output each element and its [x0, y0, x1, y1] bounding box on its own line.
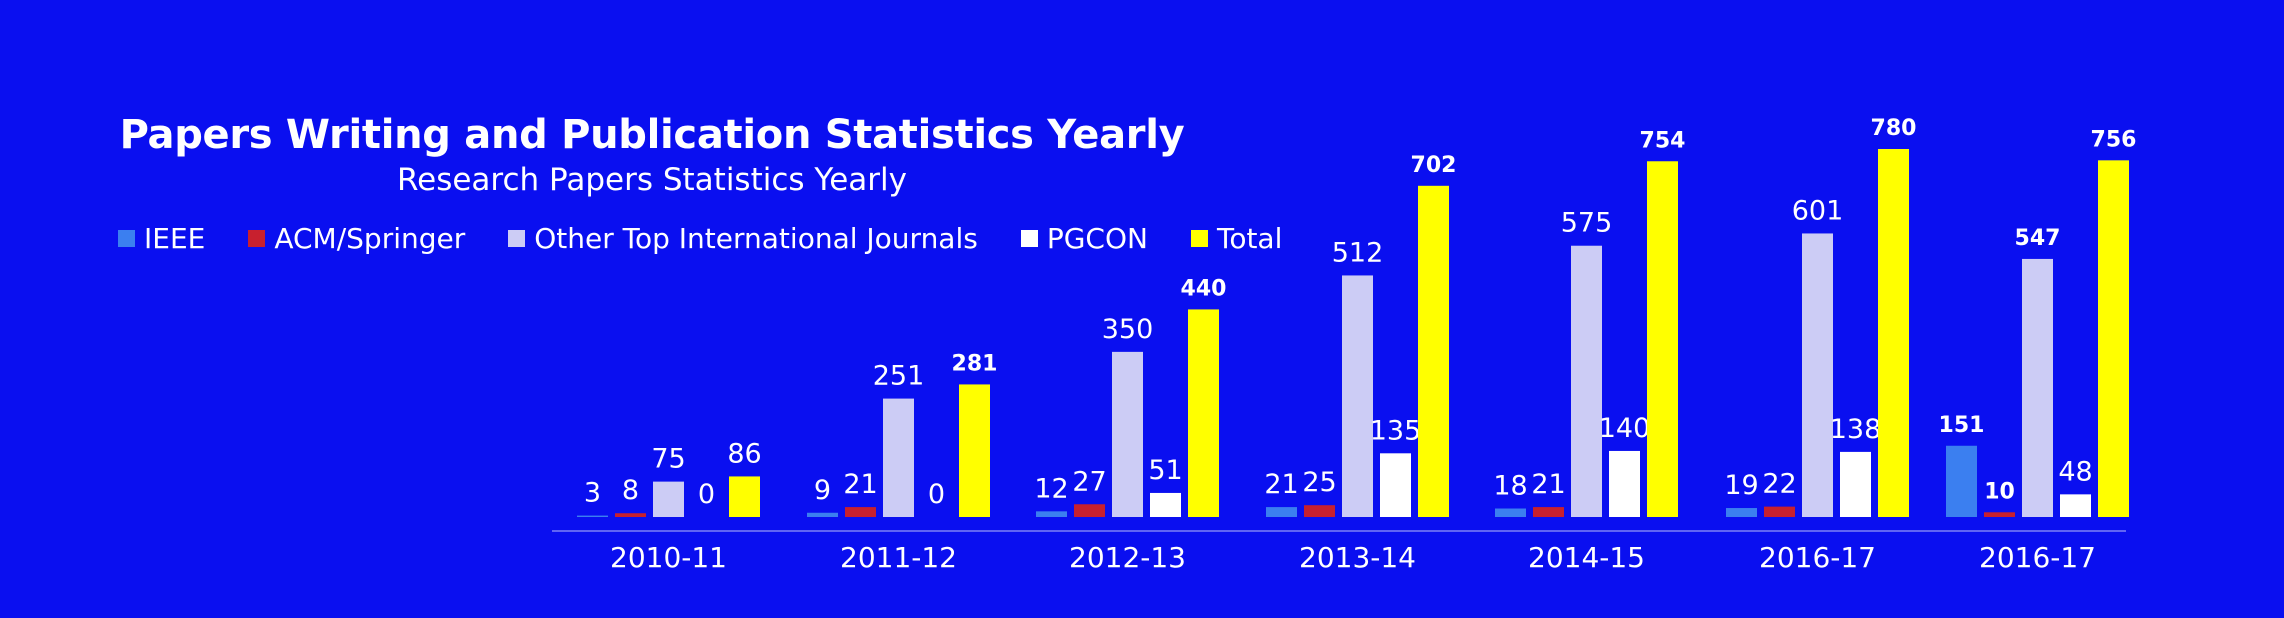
data-label-acm-springer-3: 27 [1072, 466, 1106, 497]
data-label-other-top-international-journals-2: 251 [873, 361, 925, 392]
bar-acm-springer-6 [1764, 506, 1795, 517]
legend-item-other-journals: Other Top International Journals [508, 222, 978, 255]
bar-total-7 [2098, 160, 2129, 518]
data-label-pgcon-7: 48 [2058, 456, 2092, 487]
legend-item-ieee: IEEE [118, 222, 205, 255]
data-label-pgcon-1: 0 [698, 479, 715, 510]
chart-legend: IEEE ACM/Springer Other Top Internationa… [118, 220, 1282, 256]
x-tick-label-2: 2011-12 [840, 541, 957, 574]
data-label-pgcon-5: 140 [1599, 413, 1651, 444]
x-tick-label-5: 2014-15 [1528, 541, 1645, 574]
bar-pgcon-5 [1609, 450, 1640, 517]
legend-label-ieee: IEEE [144, 221, 206, 255]
data-label-total-4: 702 [1411, 153, 1457, 178]
data-label-total-1: 86 [727, 438, 761, 469]
bar-other-top-international-journals-5 [1571, 245, 1602, 517]
data-label-pgcon-6: 138 [1830, 414, 1882, 445]
bar-ieee-6 [1726, 508, 1757, 517]
bar-ieee-5 [1495, 508, 1526, 517]
bar-other-top-international-journals-2 [883, 398, 914, 517]
bar-total-4 [1418, 185, 1449, 518]
legend-label-other-journals: Other Top International Journals [534, 221, 978, 255]
bar-ieee-2 [807, 512, 838, 517]
chart-title: Papers Writing and Publication Statistic… [119, 112, 1185, 158]
x-tick-label-4: 2013-14 [1299, 541, 1416, 574]
data-label-total-5: 754 [1640, 128, 1686, 153]
data-label-acm-springer-6: 22 [1762, 469, 1796, 500]
data-label-acm-springer-1: 8 [622, 475, 639, 506]
legend-swatch-pgcon [1020, 229, 1038, 247]
bar-pgcon-6 [1840, 451, 1871, 517]
bar-total-3 [1188, 309, 1219, 517]
data-label-total-7: 756 [2091, 127, 2137, 152]
legend-swatch-other-journals [508, 229, 526, 247]
x-tick-label-7: 2016-17 [1979, 541, 2096, 574]
data-label-pgcon-4: 135 [1370, 415, 1422, 446]
bar-pgcon-7 [2060, 494, 2091, 517]
data-label-acm-springer-2: 21 [843, 469, 877, 500]
data-label-other-top-international-journals-4: 512 [1332, 237, 1384, 268]
bar-total-2 [959, 384, 990, 517]
bar-acm-springer-5 [1533, 507, 1564, 517]
bar-ieee-3 [1036, 511, 1067, 517]
legend-swatch-ieee [118, 229, 135, 247]
bar-ieee-1 [577, 515, 608, 517]
bar-acm-springer-2 [845, 507, 876, 517]
x-tick-label-1: 2010-11 [610, 541, 727, 574]
bar-other-top-international-journals-4 [1342, 275, 1373, 517]
bar-total-5 [1647, 161, 1678, 517]
data-label-ieee-5: 18 [1493, 471, 1527, 502]
legend-item-acm-springer: ACM/Springer [248, 222, 465, 255]
data-label-total-6: 780 [1871, 116, 1917, 141]
legend-label-pgcon: PGCON [1046, 221, 1148, 255]
bar-ieee-7 [1946, 445, 1977, 517]
legend-label-total: Total [1216, 221, 1283, 255]
data-label-other-top-international-journals-5: 575 [1561, 208, 1613, 239]
bar-acm-springer-4 [1304, 505, 1335, 517]
bar-ieee-4 [1266, 507, 1297, 517]
data-label-total-3: 440 [1181, 276, 1227, 301]
bar-pgcon-4 [1380, 453, 1411, 517]
data-label-ieee-1: 3 [584, 478, 601, 509]
x-tick-label-6: 2016-17 [1759, 541, 1876, 574]
bar-total-1 [729, 476, 760, 517]
legend-label-acm-springer: ACM/Springer [274, 221, 466, 255]
bar-acm-springer-3 [1074, 504, 1105, 517]
legend-swatch-total [1190, 229, 1208, 247]
legend-item-total: Total [1190, 221, 1283, 255]
chart-subtitle: Research Papers Statistics Yearly [396, 162, 907, 198]
bar-other-top-international-journals-7 [2022, 258, 2053, 517]
data-label-acm-springer-7: 10 [1984, 479, 2015, 504]
legend-swatch-acm-springer [248, 229, 266, 247]
data-label-other-top-international-journals-1: 75 [651, 444, 685, 475]
bar-acm-springer-7 [1984, 512, 2015, 517]
data-label-pgcon-2: 0 [928, 479, 945, 510]
data-label-ieee-6: 19 [1724, 470, 1758, 501]
bar-acm-springer-1 [615, 513, 646, 517]
bar-other-top-international-journals-6 [1802, 233, 1833, 517]
data-label-ieee-7: 151 [1939, 413, 1985, 438]
data-label-acm-springer-4: 25 [1302, 467, 1336, 498]
data-label-other-top-international-journals-3: 350 [1102, 314, 1154, 345]
data-label-acm-springer-5: 21 [1531, 469, 1565, 500]
legend-item-pgcon: PGCON [1020, 221, 1148, 255]
bar-pgcon-3 [1150, 492, 1181, 517]
bar-total-6 [1878, 149, 1909, 517]
bar-other-top-international-journals-1 [653, 481, 684, 517]
data-label-other-top-international-journals-7: 547 [2015, 226, 2061, 251]
data-label-ieee-3: 12 [1034, 473, 1068, 504]
data-label-ieee-4: 21 [1264, 469, 1298, 500]
data-label-pgcon-3: 51 [1148, 455, 1182, 486]
data-label-total-2: 281 [952, 351, 998, 376]
bar-other-top-international-journals-3 [1112, 351, 1143, 517]
data-label-other-top-international-journals-6: 601 [1792, 195, 1844, 226]
data-label-ieee-2: 9 [814, 475, 831, 506]
x-tick-label-3: 2012-13 [1069, 541, 1186, 574]
